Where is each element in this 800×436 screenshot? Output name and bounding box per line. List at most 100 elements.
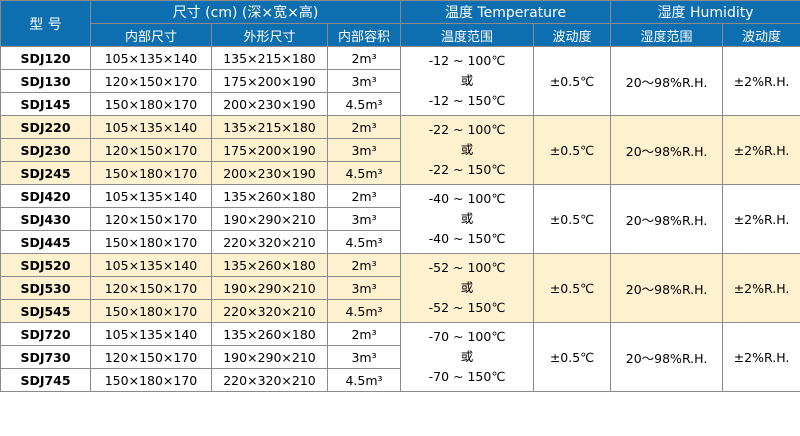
temp-range-lower: -22 ~ 150℃ [428, 162, 506, 177]
temp-range-lower: -12 ~ 150℃ [428, 93, 506, 108]
temp-range-or: 或 [460, 211, 474, 226]
size-group-header: 尺寸 (cm) (深×宽×高) [89, 0, 402, 24]
inner-size-cell: 105×135×140 [90, 46, 212, 70]
volume-cell: 3m³ [326, 69, 402, 93]
inner-size-cell: 150×180×170 [90, 299, 212, 323]
table-row: SDJ245 150×180×170 200×230×190 4.5m³ [0, 161, 800, 185]
humid-fluct-cell: ±2%R.H. [722, 184, 800, 254]
humid-range-cell: 20〜98%R.H. [610, 253, 724, 323]
outer-size-cell: 135×215×180 [211, 115, 328, 139]
humid-fluct-cell: ±2%R.H. [722, 253, 800, 323]
humid-range-cell: 20〜98%R.H. [610, 46, 724, 116]
model-header: 型 号 [0, 0, 91, 47]
inner-size-cell: 105×135×140 [90, 322, 212, 346]
table-row: SDJ730 120×150×170 190×290×210 3m³ [0, 345, 800, 369]
model-cell: SDJ220 [0, 115, 91, 139]
temp-range-or: 或 [460, 73, 474, 88]
volume-header: 内部容积 [326, 23, 402, 47]
volume-cell: 2m³ [326, 115, 402, 139]
temp-range-lower: -52 ~ 150℃ [428, 300, 506, 315]
table-row: SDJ530 120×150×170 190×290×210 3m³ [0, 276, 800, 300]
outer-size-cell: 175×200×190 [211, 69, 328, 93]
temp-range-cell: -12 ~ 100℃ 或 -12 ~ 150℃ [400, 46, 535, 116]
table-body: SDJ120 105×135×140 135×215×180 2m³ -12 ~ 100… [0, 46, 800, 392]
temp-range-upper: -70 ~ 100℃ [428, 329, 506, 344]
volume-cell: 2m³ [326, 253, 402, 277]
header-row-1: 型 号 尺寸 (cm) (深×宽×高) 温度 Temperature 湿度 Hu… [0, 0, 800, 47]
model-cell: SDJ430 [0, 207, 91, 231]
outer-size-header: 外形尺寸 [211, 23, 328, 47]
table-header: 型 号 尺寸 (cm) (深×宽×高) 温度 Temperature 湿度 Hu… [0, 0, 800, 47]
outer-size-cell: 135×260×180 [211, 184, 328, 208]
outer-size-cell: 220×320×210 [211, 299, 328, 323]
model-cell: SDJ145 [0, 92, 91, 116]
temp-range-or: 或 [460, 280, 474, 295]
inner-size-cell: 120×150×170 [90, 207, 212, 231]
model-cell: SDJ720 [0, 322, 91, 346]
inner-size-cell: 150×180×170 [90, 368, 212, 392]
outer-size-cell: 190×290×210 [211, 345, 328, 369]
inner-size-cell: 105×135×140 [90, 184, 212, 208]
volume-cell: 3m³ [326, 276, 402, 300]
temp-range-upper: -40 ~ 100℃ [428, 191, 506, 206]
outer-size-cell: 190×290×210 [211, 276, 328, 300]
temp-range-lower: -40 ~ 150℃ [428, 231, 506, 246]
temp-fluct-cell: ±0.5℃ [533, 184, 612, 254]
volume-cell: 3m³ [326, 207, 402, 231]
temp-range-lower: -70 ~ 150℃ [428, 369, 506, 384]
table-row: SDJ145 150×180×170 200×230×190 4.5m³ [0, 92, 800, 116]
temp-range-cell: -70 ~ 100℃ 或 -70 ~ 150℃ [400, 322, 535, 392]
table-row: SDJ230 120×150×170 175×200×190 3m³ [0, 138, 800, 162]
temp-fluct-cell: ±0.5℃ [533, 253, 612, 323]
inner-size-cell: 120×150×170 [90, 138, 212, 162]
model-cell: SDJ130 [0, 69, 91, 93]
inner-size-cell: 120×150×170 [90, 69, 212, 93]
outer-size-cell: 135×260×180 [211, 322, 328, 346]
outer-size-cell: 175×200×190 [211, 138, 328, 162]
table-row: SDJ420 105×135×140 135×260×180 2m³ -40 ~ 100… [0, 184, 800, 254]
temp-range-cell: -52 ~ 100℃ 或 -52 ~ 150℃ [400, 253, 535, 323]
temp-fluct-cell: ±0.5℃ [533, 115, 612, 185]
inner-size-cell: 105×135×140 [90, 253, 212, 277]
table-row: SDJ720 105×135×140 135×260×180 2m³ -70 ~ 100… [0, 322, 800, 392]
header-row-2: 内部尺寸 外形尺寸 内部容积 温度范围 波动度 湿度范围 波动度 [1, 23, 800, 47]
temp-range-cell: -40 ~ 100℃ 或 -40 ~ 150℃ [400, 184, 535, 254]
volume-cell: 2m³ [326, 322, 402, 346]
temp-fluct-cell: ±0.5℃ [533, 46, 612, 116]
temp-fluct-cell: ±0.5℃ [533, 322, 612, 392]
inner-size-cell: 150×180×170 [90, 230, 212, 254]
outer-size-cell: 135×260×180 [211, 253, 328, 277]
temp-range-or: 或 [460, 142, 474, 157]
temp-range-upper: -22 ~ 100℃ [428, 122, 506, 137]
temp-fluct-header: 波动度 [533, 23, 612, 47]
volume-cell: 3m³ [326, 345, 402, 369]
spec-table: 型 号 尺寸 (cm) (深×宽×高) 温度 Temperature 湿度 Hu… [0, 0, 800, 392]
model-cell: SDJ730 [0, 345, 91, 369]
volume-cell: 4.5m³ [326, 299, 402, 323]
model-cell: SDJ445 [0, 230, 91, 254]
outer-size-cell: 135×215×180 [211, 46, 328, 70]
temp-range-upper: -52 ~ 100℃ [428, 260, 506, 275]
temperature-group-header: 温度 Temperature [400, 0, 612, 24]
inner-size-cell: 150×180×170 [90, 161, 212, 185]
humid-fluct-cell: ±2%R.H. [722, 46, 800, 116]
humid-fluct-header: 波动度 [722, 23, 800, 47]
model-cell: SDJ520 [0, 253, 91, 277]
volume-cell: 4.5m³ [326, 92, 402, 116]
inner-size-header: 内部尺寸 [90, 23, 212, 47]
table-row: SDJ430 120×150×170 190×290×210 3m³ [0, 207, 800, 231]
outer-size-cell: 200×230×190 [211, 92, 328, 116]
model-cell: SDJ745 [0, 368, 91, 392]
outer-size-cell: 220×320×210 [211, 230, 328, 254]
humid-fluct-cell: ±2%R.H. [722, 115, 800, 185]
temp-range-or: 或 [460, 349, 474, 364]
table-row: SDJ120 105×135×140 135×215×180 2m³ -12 ~ 100… [0, 46, 800, 116]
model-cell: SDJ530 [0, 276, 91, 300]
inner-size-cell: 105×135×140 [90, 115, 212, 139]
inner-size-cell: 120×150×170 [90, 276, 212, 300]
outer-size-cell: 220×320×210 [211, 368, 328, 392]
table-row: SDJ130 120×150×170 175×200×190 3m³ [0, 69, 800, 93]
humid-range-cell: 20〜98%R.H. [610, 115, 724, 185]
temp-range-cell: -22 ~ 100℃ 或 -22 ~ 150℃ [400, 115, 535, 185]
volume-cell: 2m³ [326, 46, 402, 70]
